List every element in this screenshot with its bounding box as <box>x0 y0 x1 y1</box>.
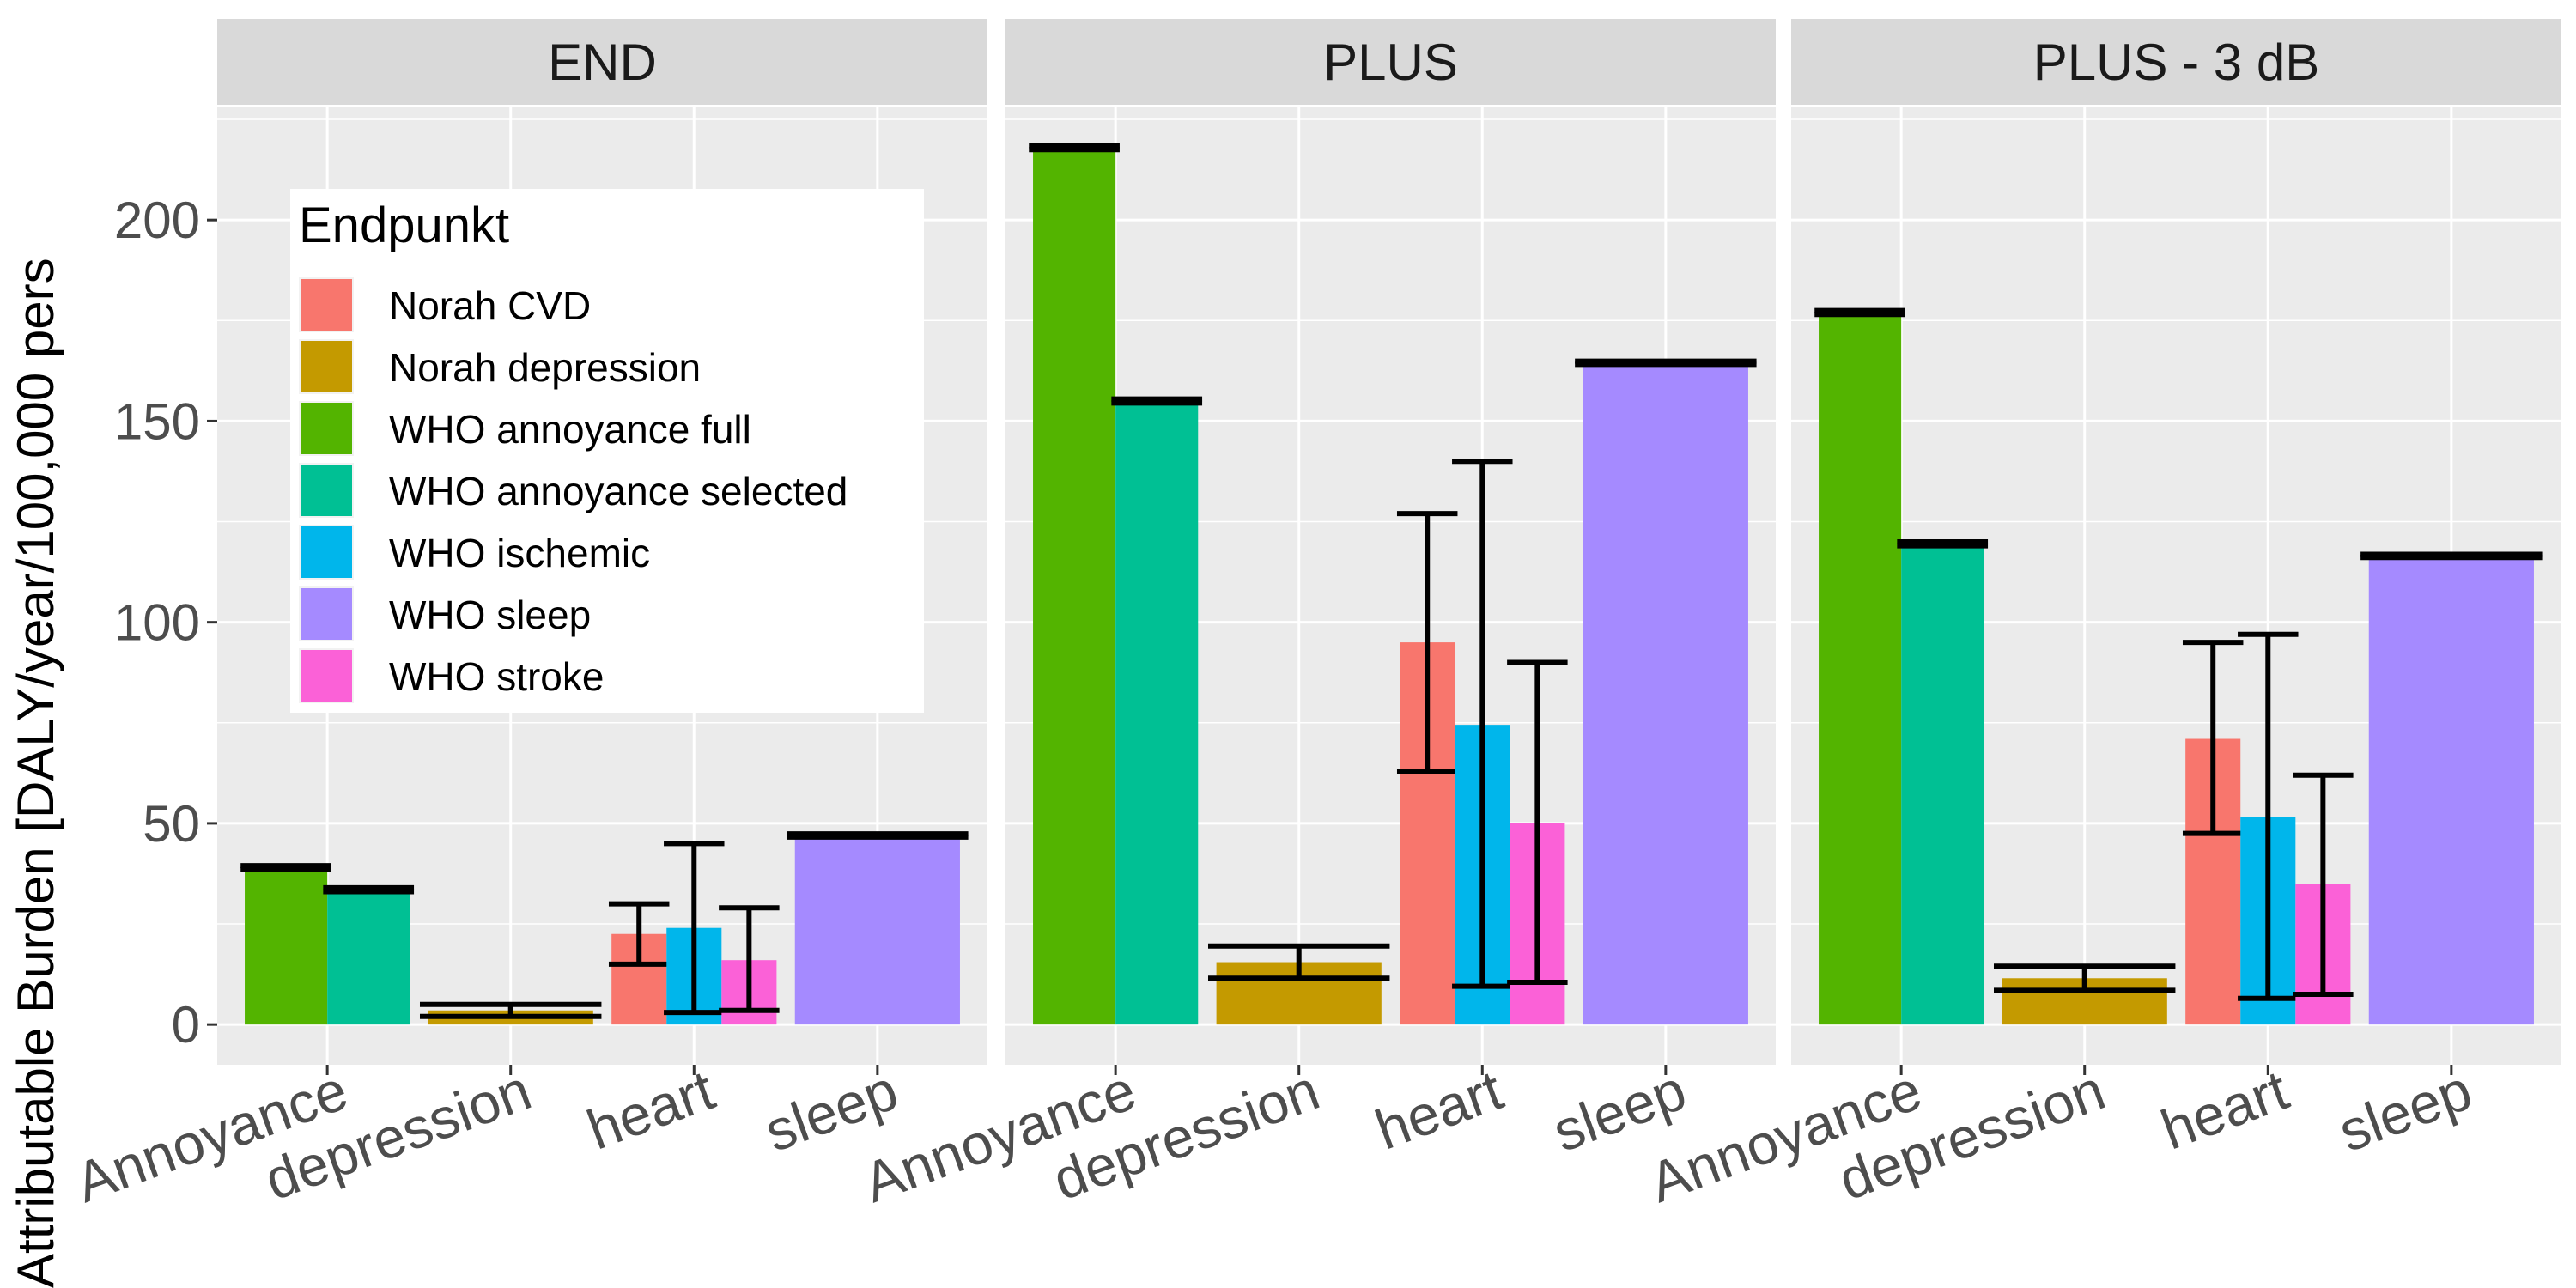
bar <box>1115 400 1199 1025</box>
legend-label: WHO stroke <box>389 654 604 699</box>
panel-title: PLUS <box>1323 33 1458 91</box>
error-bar <box>419 1001 602 1019</box>
bar <box>1583 362 1748 1025</box>
legend-box <box>290 189 924 713</box>
legend-item: WHO ischemic <box>299 525 650 580</box>
legend-item: WHO annoyance selected <box>299 463 848 518</box>
y-axis: 0 50 100 150 200 <box>114 191 217 1054</box>
error-bar <box>240 863 331 872</box>
legend: Endpunkt Norah CVD Norah depression WHO ann… <box>290 189 924 713</box>
error-bar <box>1207 943 1390 981</box>
bar <box>327 890 410 1025</box>
legend-swatch <box>301 465 352 516</box>
y-tick-label: 200 <box>114 191 200 249</box>
x-tick-label: heart <box>579 1058 722 1162</box>
legend-swatch <box>301 279 352 331</box>
legend-swatch <box>301 526 352 578</box>
y-tick-label: 150 <box>114 392 200 450</box>
error-bar <box>323 884 415 895</box>
panel-title: END <box>548 33 657 91</box>
x-tick-label: sleep <box>2330 1058 2480 1164</box>
legend-label: WHO ischemic <box>389 531 650 575</box>
legend-label: WHO annoyance selected <box>389 469 848 513</box>
y-axis-title: Attributable Burden [DALY/year/100,000 p… <box>7 258 64 1288</box>
legend-swatch <box>301 403 352 454</box>
panel-title: PLUS - 3 dB <box>2033 33 2320 91</box>
bar <box>1819 312 1902 1025</box>
error-bar <box>1575 358 1757 368</box>
bar <box>1033 147 1116 1025</box>
error-bar <box>787 831 969 840</box>
legend-label: Norah CVD <box>389 283 591 328</box>
legend-item: WHO stroke <box>299 648 604 703</box>
bar <box>2368 556 2534 1025</box>
legend-label: WHO annoyance full <box>389 407 751 452</box>
error-bar <box>1396 511 1458 775</box>
error-bar <box>1507 659 1568 985</box>
error-bar <box>1897 538 1989 549</box>
panel-strip <box>1005 19 1776 105</box>
legend-item: Norah CVD <box>299 277 591 332</box>
x-tick-label: heart <box>1367 1058 1510 1162</box>
error-bar <box>1993 963 2176 993</box>
error-bar <box>2182 640 2244 836</box>
error-bar <box>664 841 725 1016</box>
legend-swatch <box>301 650 352 702</box>
panel-strip <box>217 19 987 105</box>
error-bar <box>608 901 670 967</box>
legend-item: Norah depression <box>299 339 701 394</box>
y-tick-label: 50 <box>143 795 200 853</box>
legend-item: WHO annoyance full <box>299 401 751 456</box>
legend-title: Endpunkt <box>299 197 509 253</box>
error-bar <box>2293 772 2354 998</box>
legend-swatch <box>301 341 352 392</box>
error-bar <box>1029 143 1120 153</box>
y-tick-label: 100 <box>114 594 200 652</box>
panel-strip <box>1791 19 2561 105</box>
bar <box>1901 544 1984 1025</box>
y-tick-label: 0 <box>172 996 200 1054</box>
legend-item: WHO sleep <box>299 586 591 641</box>
legend-swatch <box>301 588 352 640</box>
error-bar <box>1111 396 1203 406</box>
error-bar <box>1814 307 1905 318</box>
error-bar <box>1452 459 1513 989</box>
error-bar <box>2360 551 2543 561</box>
bar <box>794 835 960 1025</box>
legend-label: Norah depression <box>389 345 701 390</box>
legend-label: WHO sleep <box>389 592 591 637</box>
error-bar <box>2238 631 2299 1001</box>
bar <box>245 867 328 1025</box>
y-axis-title-group: Attributable Burden [DALY/year/100,000 p… <box>7 258 64 1288</box>
error-bar <box>719 905 780 1013</box>
x-tick-label: heart <box>2153 1058 2296 1162</box>
